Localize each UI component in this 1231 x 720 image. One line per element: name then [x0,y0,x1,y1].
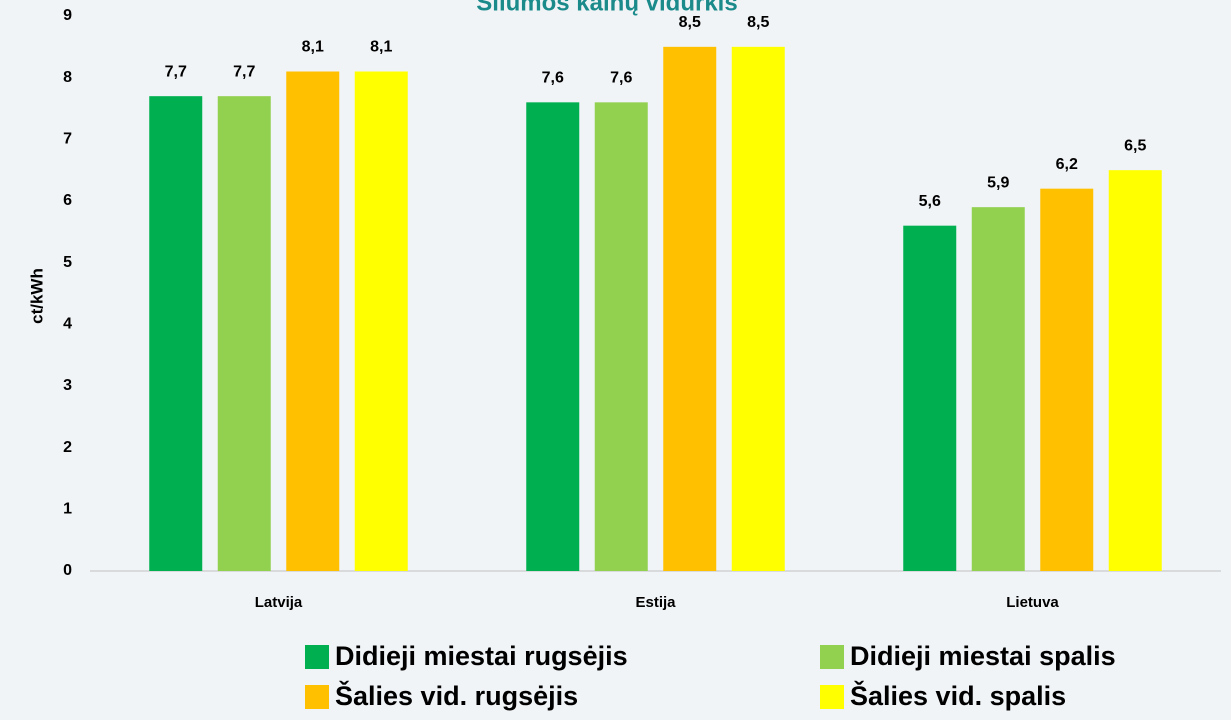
bar [1040,188,1094,571]
bar [286,71,340,571]
y-tick-label: 1 [63,501,72,518]
bar [663,46,717,572]
value-label: 6,5 [1124,137,1146,154]
y-tick-label: 9 [63,7,72,24]
bar [594,102,648,571]
y-tick-label: 3 [63,377,72,394]
y-tick-label: 6 [63,192,72,209]
legend-label: Šalies vid. rugsėjis [335,680,578,711]
legend-label: Šalies vid. spalis [850,680,1066,711]
bar [1108,170,1162,571]
legend-swatch [305,645,329,669]
y-tick-label: 7 [63,131,72,148]
chart-title: Šilumos kainų vidurkis [476,0,737,16]
bar [149,96,203,572]
legend-swatch [305,685,329,709]
bar [971,207,1025,571]
value-label: 8,5 [679,14,701,31]
value-label: 8,1 [370,39,392,56]
value-label: 7,7 [165,63,187,80]
value-label: 8,1 [302,39,324,56]
value-label: 7,6 [610,70,632,87]
bar [526,102,580,571]
bar [731,46,785,572]
y-axis-label: ct/kWh [27,268,46,324]
value-label: 6,2 [1056,156,1078,173]
y-tick-label: 0 [63,562,72,579]
bar [217,96,271,572]
y-tick-label: 5 [63,254,72,271]
value-label: 5,9 [987,174,1009,191]
value-label: 7,7 [233,63,255,80]
value-label: 5,6 [919,193,941,210]
bar [354,71,408,571]
legend-label: Didieji miestai spalis [850,641,1116,671]
value-label: 7,6 [542,70,564,87]
legend-label: Didieji miestai rugsėjis [335,641,628,671]
legend-swatch [820,645,844,669]
x-tick-label: Lietuva [1006,594,1059,611]
x-tick-label: Latvija [255,594,303,611]
value-label: 8,5 [747,14,769,31]
y-tick-label: 2 [63,439,72,456]
y-tick-label: 8 [63,69,72,86]
y-tick-label: 4 [63,316,72,333]
bar [903,225,957,571]
legend-swatch [820,685,844,709]
x-tick-label: Estija [635,594,676,611]
